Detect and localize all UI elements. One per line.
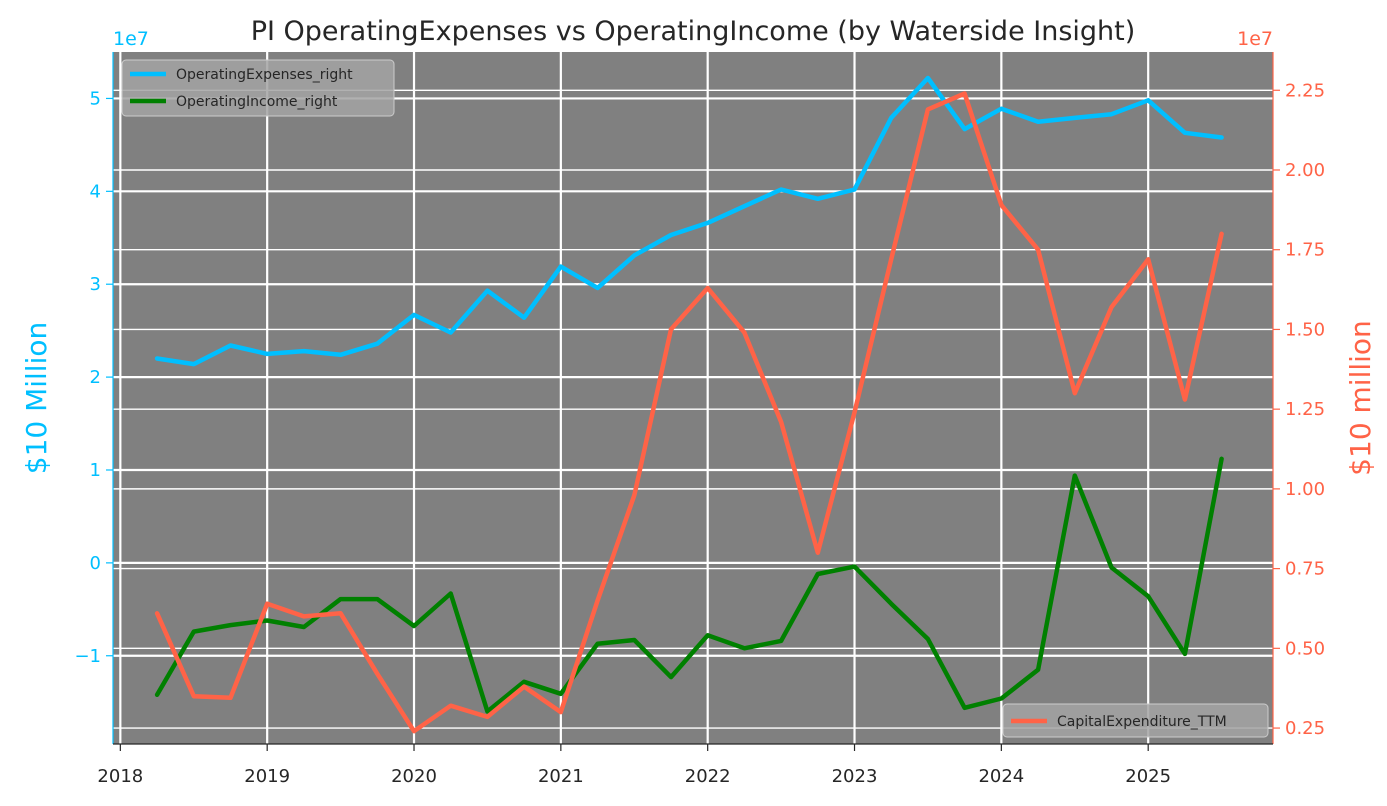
x-tick-label-2021: 2021 (538, 766, 584, 787)
chart-title: PI OperatingExpenses vs OperatingIncome … (251, 16, 1136, 47)
legend-box-left (121, 59, 395, 117)
left-y-tick-label: 2 (90, 367, 101, 388)
x-tick-label-2023: 2023 (832, 766, 878, 787)
left-y-tick-label: 5 (90, 88, 101, 109)
right-y-tick-label: 1.50 (1285, 319, 1325, 340)
legend-label: OperatingIncome_right (176, 94, 338, 110)
right-y-tick-label: 2.25 (1285, 80, 1325, 101)
left-y-tick-label: −1 (74, 646, 101, 667)
x-tick-label-2024: 2024 (978, 766, 1024, 787)
left-y-tick-label: 3 (90, 274, 101, 295)
left-axis-label: $10 Million (20, 322, 53, 475)
legend-label: OperatingExpenses_right (176, 67, 353, 83)
legend-label: CapitalExpenditure_TTM (1057, 714, 1227, 730)
legends: OperatingExpenses_right OperatingIncome_r… (121, 59, 1269, 738)
right-y-tick-label: 0.25 (1285, 718, 1325, 739)
right-y-tick-label: 1.75 (1285, 240, 1325, 261)
left-y-tick-label: 4 (90, 181, 101, 202)
right-axis-label: $10 million (1344, 320, 1377, 476)
left-axis-offset-text: 1e7 (113, 28, 149, 50)
right-y-tick-label: 0.50 (1285, 638, 1325, 659)
x-tick-label-2019: 2019 (244, 766, 290, 787)
series-layer (154, 75, 1224, 734)
left-y-tick-label: 0 (90, 553, 101, 574)
right-axis-offset-text: 1e7 (1237, 28, 1273, 50)
left-y-tick-label: 1 (90, 460, 101, 481)
x-tick-label-2018: 2018 (97, 766, 143, 787)
x-tick-label-2022: 2022 (685, 766, 731, 787)
grid (113, 52, 1273, 744)
series-line-OperatingIncome_right (154, 456, 1224, 714)
right-y-tick-label: 0.75 (1285, 559, 1325, 580)
right-y-tick-label: 1.00 (1285, 479, 1325, 500)
right-y-tick-label: 2.00 (1285, 160, 1325, 181)
plot-background (113, 52, 1273, 744)
legend-box-right (1002, 703, 1269, 738)
series-line-CapitalExpenditure_TTM (154, 91, 1224, 734)
x-tick-label-2025: 2025 (1125, 766, 1171, 787)
series-line-OperatingExpenses_right (154, 75, 1224, 367)
axes: 1e7 1e7 $10 Million $10 million 2018 2019… (20, 28, 1377, 787)
right-y-tick-label: 1.25 (1285, 399, 1325, 420)
x-tick-label-2020: 2020 (391, 766, 437, 787)
